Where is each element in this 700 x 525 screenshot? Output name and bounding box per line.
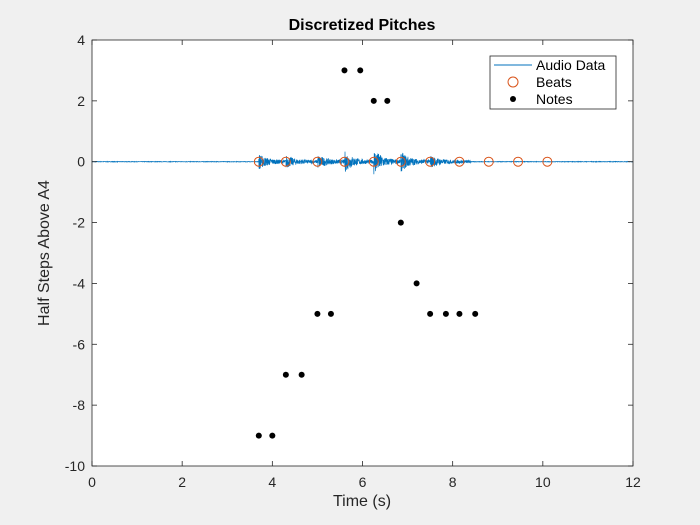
note-point bbox=[413, 280, 420, 287]
y-tick-label: 0 bbox=[77, 154, 85, 170]
x-tick-label: 6 bbox=[359, 474, 367, 490]
y-tick-label: -8 bbox=[73, 397, 86, 413]
chart-title: Discretized Pitches bbox=[289, 17, 436, 34]
legend-label: Audio Data bbox=[536, 57, 605, 73]
beat-marker bbox=[454, 156, 465, 167]
beat-marker bbox=[253, 156, 264, 167]
beat-marker bbox=[339, 156, 350, 167]
y-tick-label: -6 bbox=[73, 336, 86, 352]
axes-layer: 0 2 4 6 8 10 12 -10 -8 -6 -4 -2 0 2 4 bbox=[65, 32, 641, 490]
legend-label: Beats bbox=[536, 74, 572, 90]
note-point bbox=[397, 219, 404, 226]
note-point bbox=[456, 310, 463, 317]
y-tick-label: -10 bbox=[65, 458, 85, 474]
beat-marker bbox=[513, 156, 524, 167]
note-point bbox=[282, 371, 289, 378]
x-tick-label: 0 bbox=[88, 474, 96, 490]
beat-marker bbox=[312, 156, 323, 167]
legend-label: Notes bbox=[536, 91, 573, 107]
note-point bbox=[442, 310, 449, 317]
legend-beats-swatch bbox=[507, 76, 519, 88]
plot-area bbox=[92, 40, 633, 466]
y-tick-label: 4 bbox=[77, 32, 85, 48]
x-tick-label: 4 bbox=[268, 474, 276, 490]
note-point bbox=[327, 310, 334, 317]
note-point bbox=[370, 97, 377, 104]
x-axis-label: Time (s) bbox=[333, 493, 391, 510]
note-point bbox=[427, 310, 434, 317]
y-tick-label: -4 bbox=[73, 275, 86, 291]
note-point bbox=[255, 432, 262, 439]
x-tick-label: 12 bbox=[625, 474, 641, 490]
note-point bbox=[341, 67, 348, 74]
note-point bbox=[357, 67, 364, 74]
note-point bbox=[314, 310, 321, 317]
beat-marker bbox=[368, 156, 379, 167]
x-tick-label: 10 bbox=[535, 474, 551, 490]
data-layer bbox=[91, 67, 634, 439]
note-point bbox=[269, 432, 276, 439]
beat-marker bbox=[542, 156, 553, 167]
note-point bbox=[384, 97, 391, 104]
x-tick-label: 2 bbox=[178, 474, 186, 490]
note-point bbox=[298, 371, 305, 378]
y-axis-label: Half Steps Above A4 bbox=[36, 180, 53, 326]
beat-marker bbox=[395, 156, 406, 167]
note-point bbox=[472, 310, 479, 317]
beat-marker bbox=[280, 156, 291, 167]
y-tick-label: -2 bbox=[73, 215, 86, 231]
x-tick-label: 8 bbox=[449, 474, 457, 490]
y-tick-label: 2 bbox=[77, 93, 85, 109]
legend-notes-swatch bbox=[510, 96, 516, 102]
beat-marker bbox=[425, 156, 436, 167]
beat-marker bbox=[483, 156, 494, 167]
